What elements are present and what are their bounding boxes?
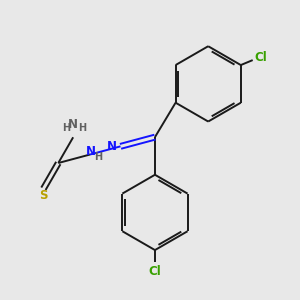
- Text: Cl: Cl: [148, 266, 161, 278]
- Text: H: H: [94, 152, 102, 161]
- Text: H: H: [78, 123, 86, 134]
- Text: N: N: [106, 140, 116, 153]
- Text: N: N: [86, 145, 96, 158]
- Text: H: H: [62, 123, 70, 134]
- Text: N: N: [68, 118, 78, 131]
- Text: S: S: [39, 189, 48, 202]
- Text: Cl: Cl: [254, 51, 267, 64]
